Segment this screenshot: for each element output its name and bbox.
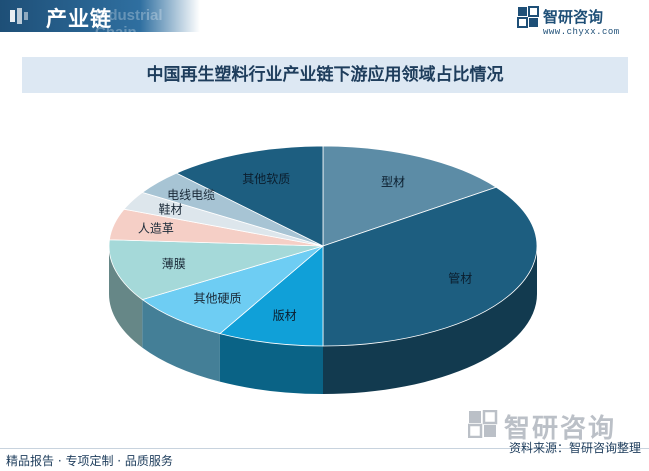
footer-logo-text: 智研咨询 — [504, 414, 617, 444]
slice-7-label: 电线电缆 — [167, 188, 215, 202]
slice-0 — [322, 145, 498, 247]
slice-6-label: 鞋材 — [158, 202, 182, 217]
header-watermark-text: Industrial Chain — [95, 7, 163, 41]
slice-8 — [175, 145, 324, 247]
slice-0-label: 型材 — [381, 175, 405, 189]
brand-url: www.chyxx.com — [543, 27, 620, 37]
slice-2-label: 版材 — [273, 309, 297, 323]
slice-4-side — [109, 246, 143, 348]
chart-title: 中国再生塑料行业产业链下游应用领域占比情况 — [146, 65, 504, 85]
footer-divider — [0, 448, 649, 449]
header-deco-icon — [10, 8, 28, 24]
section-header-tag: Industrial Chain 产业链 — [0, 0, 200, 41]
slice-1 — [322, 186, 538, 347]
brand-logo-icon — [517, 6, 539, 28]
slice-8-label: 其他软质 — [242, 172, 290, 186]
footer-logo-icon — [468, 410, 498, 438]
slice-3 — [141, 245, 324, 335]
brand-logo: 智研咨询 www.chyxx.com — [517, 6, 637, 42]
slice-4-label: 薄膜 — [162, 256, 186, 271]
brand-name: 智研咨询 — [543, 8, 604, 26]
slice-1-side — [323, 246, 537, 394]
footer-slogan: 精品报告 · 专项定制 · 品质服务 — [6, 454, 173, 468]
footer-logo: 智研咨询 — [468, 408, 638, 444]
slice-2-side — [219, 333, 323, 394]
slice-1-label: 管材 — [448, 271, 472, 286]
slice-2 — [219, 245, 324, 347]
slice-3-label: 其他硬质 — [194, 291, 242, 305]
chart-title-band: 中国再生塑料行业产业链下游应用领域占比情况 — [22, 57, 628, 93]
slice-3-side — [142, 299, 220, 382]
section-title: 产业链 — [46, 7, 112, 31]
top-bar: Industrial Chain 产业链 智研咨询 www.chyxx.com — [0, 0, 649, 48]
source-note: 资料来源：智研咨询整理 — [508, 441, 641, 455]
slice-4 — [108, 239, 324, 301]
slice-5-label: 人造革 — [138, 222, 174, 236]
